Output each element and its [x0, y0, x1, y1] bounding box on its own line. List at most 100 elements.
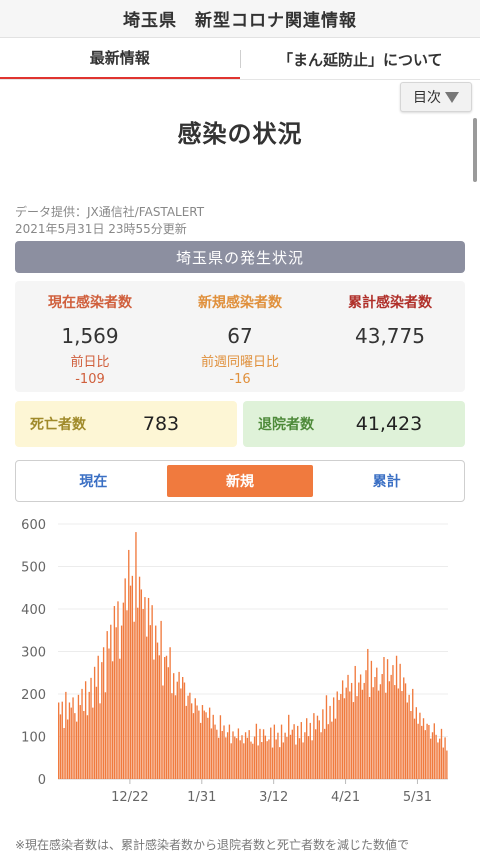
- bar: [327, 724, 329, 779]
- bar: [156, 642, 159, 779]
- bar: [174, 695, 177, 779]
- data-source: データ提供：JX通信社/FASTALERT 2021年5月31日 23時55分更…: [15, 204, 204, 238]
- bar: [295, 744, 297, 779]
- bar: [192, 713, 195, 780]
- bar: [332, 697, 335, 779]
- bar: [97, 655, 99, 779]
- bar: [325, 695, 328, 779]
- deaths-label: 死亡者数: [30, 417, 86, 433]
- y-tick-label: 500: [21, 561, 46, 576]
- bar: [361, 689, 364, 779]
- bar: [237, 728, 240, 779]
- bar: [280, 724, 283, 779]
- bar: [75, 721, 78, 780]
- bar: [439, 738, 441, 780]
- recovered-value: 41,423: [355, 413, 423, 435]
- bar: [282, 742, 284, 779]
- bar: [241, 735, 243, 779]
- bar: [363, 682, 365, 779]
- status-header: 埼玉県の発生状況: [15, 241, 465, 273]
- bar: [217, 737, 220, 779]
- bar: [270, 727, 272, 779]
- bar: [212, 714, 214, 779]
- bar: [194, 698, 196, 779]
- bar: [189, 692, 191, 779]
- bar: [61, 701, 63, 779]
- bar: [169, 647, 171, 779]
- bar: [259, 728, 261, 779]
- bar: [428, 725, 430, 779]
- bar: [284, 732, 286, 779]
- bar: [374, 677, 376, 779]
- bar: [413, 718, 416, 779]
- bar: [171, 693, 173, 779]
- bar: [404, 683, 407, 780]
- bar: [122, 602, 125, 780]
- stat-label: 現在感染者数: [48, 295, 132, 311]
- bar: [421, 725, 423, 780]
- stat-sub-label: 前日比: [70, 355, 110, 370]
- bar: [381, 674, 383, 779]
- bar: [392, 665, 394, 779]
- bar: [102, 647, 105, 779]
- segment-new[interactable]: 新規: [166, 465, 314, 497]
- toc-button[interactable]: 目次: [400, 82, 472, 112]
- tab-bar: 最新情報 「まん延防止」について: [0, 38, 480, 80]
- bar: [244, 732, 247, 779]
- bar: [219, 715, 222, 779]
- bar: [349, 691, 351, 779]
- bar: [196, 705, 198, 779]
- stat-sub-label: 前週同曜日比: [200, 355, 279, 370]
- bar: [90, 677, 92, 779]
- tab-latest-info[interactable]: 最新情報: [0, 38, 240, 80]
- bar: [155, 625, 157, 779]
- bar: [315, 729, 317, 779]
- bar: [250, 741, 252, 779]
- bar: [394, 685, 396, 779]
- deaths-value: 783: [142, 413, 180, 435]
- x-tick-label: 12/22: [111, 790, 148, 805]
- bar: [352, 702, 355, 779]
- bar: [203, 710, 205, 779]
- bar: [92, 707, 94, 779]
- stat-label: 累計感染者数: [348, 295, 432, 311]
- bar: [84, 681, 87, 779]
- scrollbar-thumb[interactable]: [473, 118, 477, 182]
- bar: [318, 720, 320, 779]
- bar: [410, 711, 412, 779]
- bar: [417, 723, 419, 779]
- bar: [74, 713, 76, 780]
- bar: [442, 747, 444, 779]
- bar: [230, 743, 232, 779]
- bar: [113, 606, 116, 779]
- bar: [142, 609, 144, 779]
- bar: [183, 682, 186, 779]
- bar: [133, 621, 135, 779]
- bar: [336, 691, 338, 779]
- bar: [356, 696, 358, 780]
- bar: [70, 707, 72, 779]
- bar: [397, 688, 400, 779]
- bar: [277, 732, 279, 779]
- bar: [149, 625, 152, 779]
- status-header-label: 埼玉県の発生状況: [175, 248, 304, 267]
- bar: [424, 730, 426, 780]
- bar: [286, 736, 288, 779]
- bar: [298, 738, 301, 779]
- bar: [117, 601, 119, 779]
- bar: [261, 742, 263, 779]
- bar: [246, 737, 249, 779]
- segment-current[interactable]: 現在: [79, 474, 108, 490]
- bar: [214, 724, 216, 779]
- bar: [307, 736, 310, 779]
- segment-total[interactable]: 累計: [372, 474, 401, 490]
- bar: [104, 692, 107, 779]
- bar: [311, 740, 313, 779]
- stat-new-infected: 新規感染者数 67 前週同曜日比 -16: [165, 281, 315, 392]
- bar: [306, 718, 308, 779]
- bar: [243, 743, 245, 779]
- tab-divider: [239, 50, 241, 68]
- tab-manenboshi[interactable]: 「まん延防止」について: [277, 50, 443, 69]
- stat-value: 67: [227, 324, 253, 348]
- bar: [131, 575, 134, 779]
